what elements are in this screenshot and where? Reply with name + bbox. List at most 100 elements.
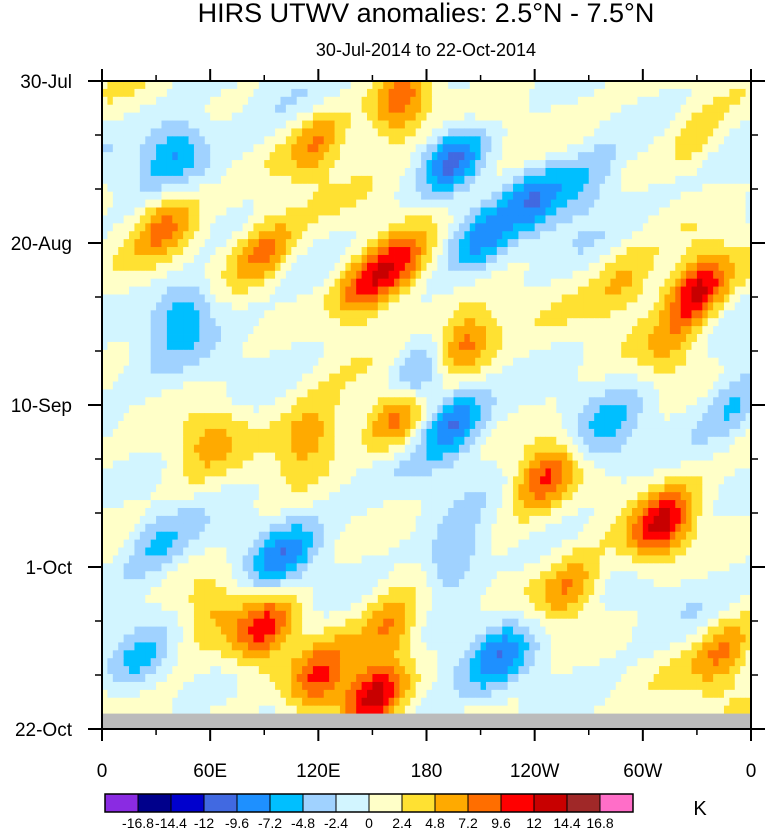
heat-cell <box>523 310 530 319</box>
heat-cell <box>166 88 173 98</box>
heat-cell <box>129 207 135 216</box>
heat-cell <box>734 144 741 153</box>
heat-cell <box>118 167 125 177</box>
heat-cell <box>242 160 249 169</box>
heat-cell <box>675 128 682 137</box>
heat-cell <box>642 160 649 169</box>
heat-cell <box>529 270 536 280</box>
heat-cell <box>237 191 244 201</box>
heat-cell <box>269 112 276 121</box>
heat-cell <box>713 341 719 351</box>
heat-cell <box>329 247 335 256</box>
heat-cell <box>275 88 281 98</box>
heat-cell <box>713 175 719 185</box>
heat-cell <box>237 167 244 177</box>
heat-cell <box>291 104 298 114</box>
heat-cell <box>507 357 514 367</box>
heat-cell <box>183 136 189 145</box>
heat-cell <box>604 144 611 153</box>
heat-cell <box>642 88 649 98</box>
heat-cell <box>637 341 644 351</box>
heat-cell <box>550 183 557 193</box>
heat-cell <box>621 231 628 240</box>
heat-cell <box>572 326 579 335</box>
heat-cell <box>275 405 281 414</box>
heat-cell <box>199 310 206 319</box>
heat-cell <box>534 373 541 382</box>
heat-cell <box>458 373 465 382</box>
heat-cell <box>664 152 671 161</box>
heat-cell <box>686 199 692 208</box>
heat-cell <box>561 144 568 153</box>
heat-cell <box>594 270 600 280</box>
heat-cell <box>572 191 579 201</box>
heat-cell <box>215 167 222 177</box>
heat-cell <box>664 88 671 98</box>
heat-cell <box>307 373 314 382</box>
heat-cell <box>318 183 325 193</box>
heat-cell <box>361 262 368 272</box>
heat-cell <box>453 239 460 248</box>
heat-cell <box>188 302 195 311</box>
heat-cell <box>123 207 130 216</box>
heat-cell <box>723 88 730 98</box>
heat-cell <box>464 294 471 303</box>
heat-cell <box>458 167 465 177</box>
heat-cell <box>280 191 287 201</box>
heat-cell <box>129 310 135 319</box>
heat-cell <box>572 144 579 153</box>
heat-cell <box>567 294 573 303</box>
heat-cell <box>740 239 746 248</box>
heat-cell <box>469 144 476 153</box>
heat-cell <box>437 136 444 145</box>
heat-cell <box>280 357 287 367</box>
heat-cell <box>296 294 303 303</box>
heat-cell <box>680 215 687 224</box>
heat-cell <box>399 270 406 280</box>
heat-cell <box>718 262 725 272</box>
heat-cell <box>356 120 362 129</box>
heat-cell <box>475 294 481 303</box>
heat-cell <box>653 294 660 303</box>
heat-cell <box>442 373 449 382</box>
heat-cell <box>204 128 211 137</box>
heat-cell <box>740 183 746 193</box>
heat-cell <box>210 144 216 153</box>
heat-cell <box>431 167 438 177</box>
heat-cell <box>242 294 249 303</box>
heat-cell <box>583 381 590 390</box>
heat-cell <box>237 96 244 106</box>
heat-cell <box>264 96 271 106</box>
heat-cell <box>610 136 617 145</box>
heat-cell <box>377 278 384 287</box>
heat-cell <box>204 207 211 216</box>
heat-cell <box>680 199 687 208</box>
heat-cell <box>723 270 730 280</box>
heat-cell <box>275 144 281 153</box>
heat-cell <box>632 373 638 382</box>
heat-cell <box>242 231 249 240</box>
heat-cell <box>437 247 444 256</box>
heat-cell <box>642 397 649 406</box>
heat-cell <box>388 302 395 311</box>
heat-cell <box>253 318 260 327</box>
heat-cell <box>745 357 752 367</box>
heat-cell <box>215 326 222 335</box>
heat-cell <box>399 96 406 106</box>
heat-cell <box>507 247 514 256</box>
heat-cell <box>599 144 606 153</box>
heat-cell <box>421 120 427 129</box>
heat-cell <box>139 88 146 98</box>
heat-cell <box>139 357 146 367</box>
heat-cell <box>285 81 292 90</box>
heat-cell <box>231 397 238 406</box>
heat-cell <box>567 96 573 106</box>
heat-cell <box>626 88 633 98</box>
heat-cell <box>545 278 552 287</box>
heat-cell <box>172 207 179 216</box>
heat-cell <box>156 326 162 335</box>
heat-cell <box>123 104 130 114</box>
heat-cell <box>518 270 525 280</box>
heat-cell <box>204 381 211 390</box>
heat-cell <box>556 254 563 264</box>
